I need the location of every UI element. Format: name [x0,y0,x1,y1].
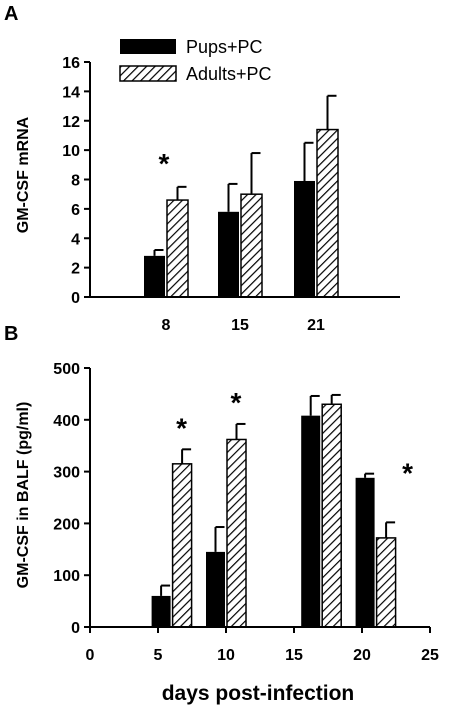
panel-a-y-tick-label: 10 [62,143,80,160]
panel-a-x-tick-label: 15 [231,317,249,334]
panel-a-bar [294,180,315,297]
panel-b-bar [171,463,193,628]
panel-b-y-tick-label: 500 [53,361,80,378]
panel-b-bar [151,595,171,627]
panel-b-y-axis-title: GM-CSF in BALF (pg/ml) [15,402,32,589]
panel-a-y-ticks: 0 2 4 6 8 10 12 14 16 [62,55,90,307]
panel-a-y-tick-label: 4 [71,231,80,248]
panel-b-y-tick-label: 400 [53,413,80,430]
panel-b-bar [226,438,247,628]
panel-b-letter: B [4,323,18,345]
panel-b-bars: * * * [151,387,413,628]
panel-b-significance-marker: * [402,457,413,488]
panel-a: A GM-CSF mRNA 0 2 4 6 8 10 12 14 16 * 8 15 21 Pups… [4,3,400,334]
panel-b-y-tick-label: 300 [53,465,80,482]
panel-b-y-tick-label: 100 [53,568,80,585]
panel-a-y-tick-label: 2 [71,261,80,278]
panel-b-bar [355,477,375,627]
panel-a-y-tick-label: 0 [71,290,80,307]
panel-a-y-tick-label: 16 [62,55,80,72]
panel-b-x-tick-label: 5 [154,647,163,664]
panel-b-bar [321,403,342,628]
legend-swatch-adults [119,65,177,82]
panel-a-bars: * [144,94,339,298]
panel-b-x-axis-title: days post-infection [162,682,355,705]
legend: Pups+PC Adults+PC [119,37,272,84]
panel-b-bar [301,415,321,627]
panel-a-bar [166,199,189,298]
panel-a-y-tick-label: 14 [62,84,80,101]
panel-b-x-tick-label: 10 [217,647,235,664]
panel-a-y-tick-label: 12 [62,114,80,131]
panel-a-x-tick-label: 21 [307,317,325,334]
panel-b-x-ticks: 0 5 10 15 20 25 [86,627,439,664]
panel-a-y-axis-title: GM-CSF mRNA [15,116,32,233]
panel-a-bar [240,193,263,298]
panel-b-significance-marker: * [231,387,242,418]
panel-a-bar [218,211,239,297]
panel-b-x-tick-label: 0 [86,647,95,664]
panel-a-x-tick-label: 8 [162,317,171,334]
panel-a-x-ticks: 8 15 21 [162,317,325,334]
panel-a-significance-marker: * [159,148,170,179]
panel-b-bar [375,537,397,628]
legend-label-adults: Adults+PC [186,64,272,84]
panel-a-bar [144,255,165,297]
panel-b-bar [206,551,225,627]
panel-a-letter: A [4,3,18,25]
panel-b-x-tick-label: 20 [353,647,371,664]
panel-b: B GM-CSF in BALF (pg/ml) 010020030040050… [4,323,439,705]
panel-b-y-ticks: 0 100 200 300 400 500 [53,361,90,637]
panel-b-y-tick-label: 200 [53,516,80,533]
panel-b-y-tick-label: 0 [71,620,80,637]
panel-a-y-tick-label: 8 [71,173,80,190]
panel-a-bar [316,128,339,298]
panel-b-x-tick-label: 25 [421,647,439,664]
legend-label-pups: Pups+PC [186,37,263,57]
panel-b-significance-marker: * [176,412,187,443]
panel-a-y-tick-label: 6 [71,202,80,219]
panel-b-x-tick-label: 15 [285,647,303,664]
legend-swatch-pups [120,39,176,54]
